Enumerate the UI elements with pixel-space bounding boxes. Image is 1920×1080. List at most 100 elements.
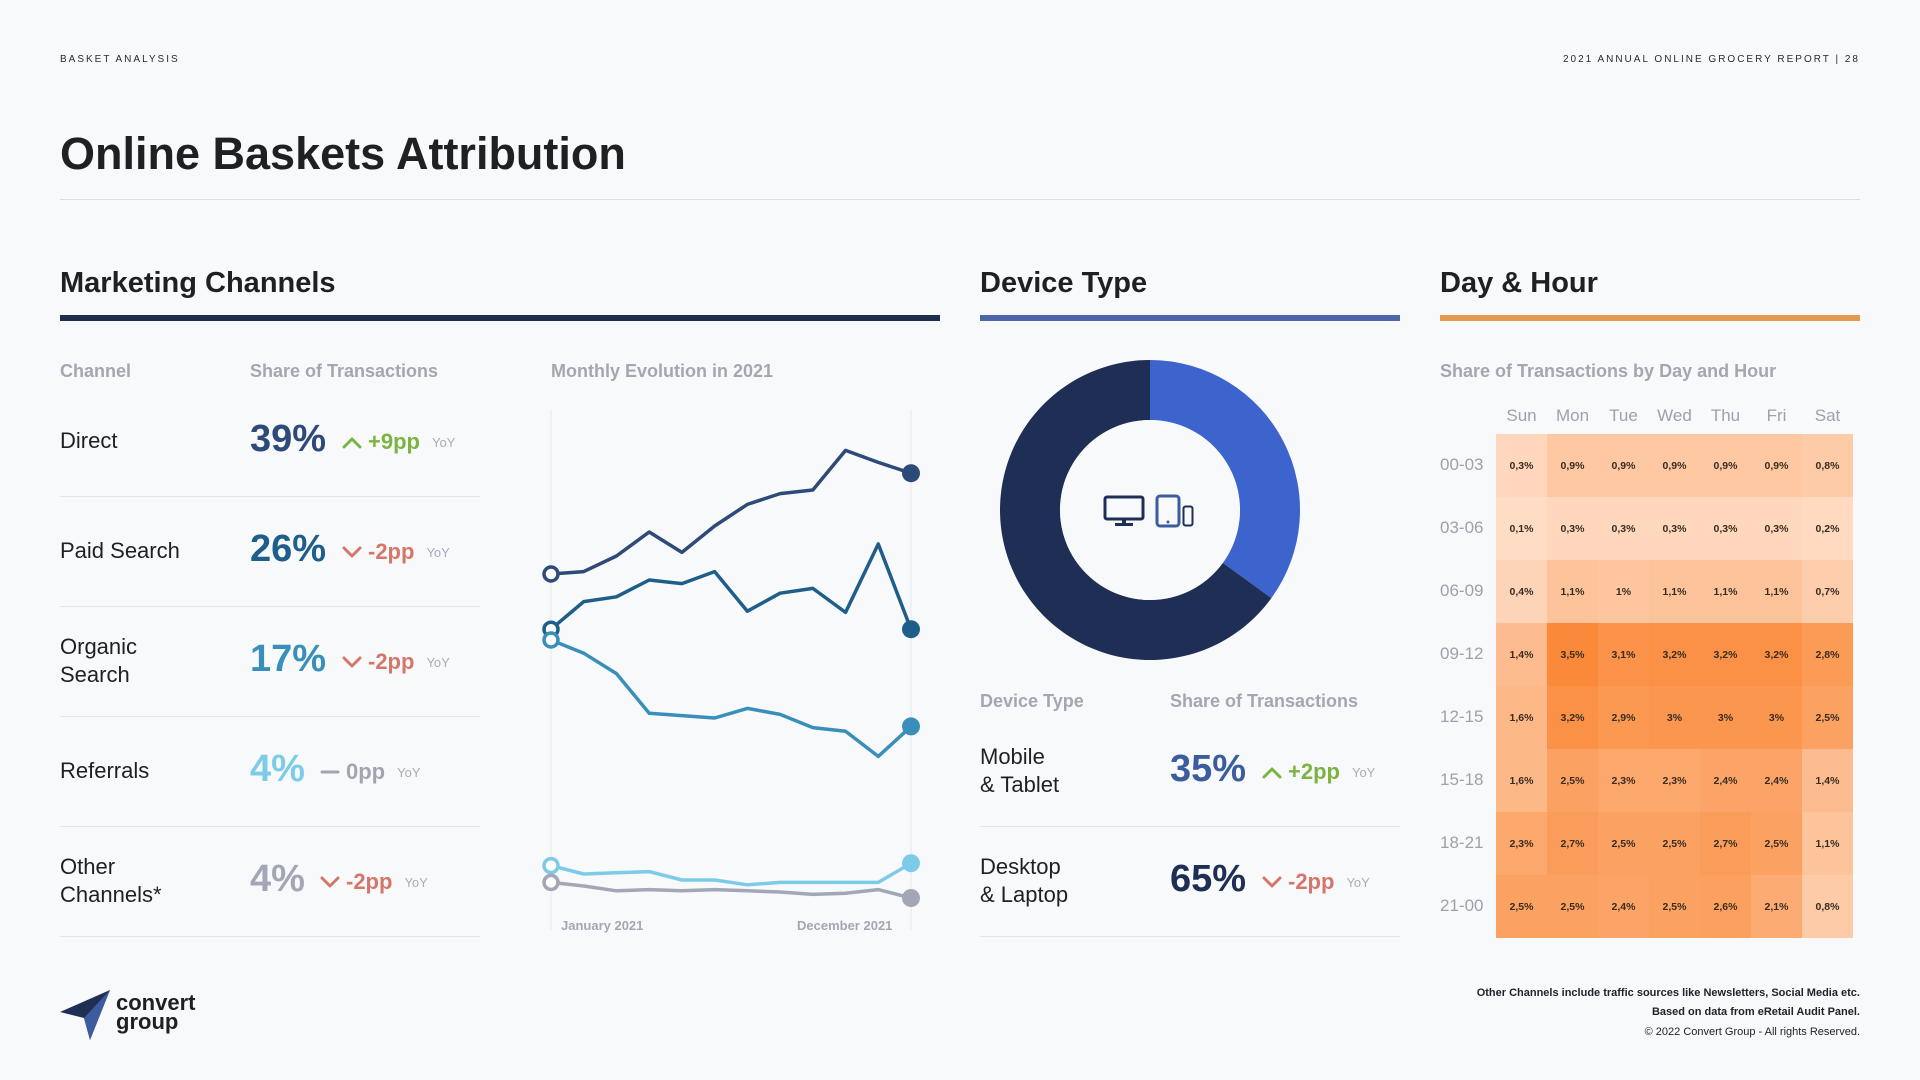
device-delta: +2pp YoY: [1262, 759, 1375, 785]
heatmap-cell: 1,1%: [1751, 560, 1802, 623]
device-label-line-2: & Laptop: [980, 882, 1069, 907]
channel-label: Direct: [60, 427, 117, 455]
channel-delta-value: -2pp: [368, 539, 415, 564]
device-share-column-header: Share of Transactions: [1170, 691, 1359, 711]
heatmap-cell: 2,3%: [1496, 812, 1547, 875]
tablet-icon: [1155, 494, 1181, 533]
heatmap-hour-label: 06-09: [1440, 581, 1484, 600]
heatmap-cell: 2,5%: [1598, 812, 1649, 875]
device-donut-chart: [1000, 360, 1300, 660]
marketing-section-bar: [60, 315, 940, 321]
copyright: © 2022 Convert Group - All rights Reserv…: [1644, 1026, 1860, 1038]
heatmap-cell: 0,3%: [1496, 434, 1547, 497]
heatmap-cell: 0,9%: [1700, 434, 1751, 497]
footnote-other-channels: Other Channels include traffic sources l…: [1476, 987, 1860, 999]
heatmap-cell: 0,3%: [1700, 497, 1751, 560]
channel-column-header: Channel: [60, 361, 132, 381]
heatmap-day-header: Fri: [1766, 406, 1787, 425]
heatmap-cell: 2,5%: [1547, 749, 1598, 812]
heatmap-cell: 2,3%: [1649, 749, 1700, 812]
device-section-title: Device Type: [980, 267, 1148, 299]
series-start-point-2: [542, 631, 560, 649]
heatmap-cell: 2,1%: [1751, 875, 1802, 938]
heatmap-hour-label: 00-03: [1440, 455, 1484, 474]
row-divider: [60, 606, 480, 607]
heatmap-cell: 0,8%: [1802, 875, 1853, 938]
heatmap-cell: 0,3%: [1598, 497, 1649, 560]
heatmap-cell: 2,4%: [1598, 875, 1649, 938]
row-divider: [980, 936, 1400, 937]
yoy-label: YoY: [397, 764, 421, 780]
heatmap-cell: 2,5%: [1649, 875, 1700, 938]
channel-label: Paid Search: [60, 537, 180, 565]
heatmap-cell: 2,8%: [1802, 623, 1853, 686]
heatmap-day-header: Sat: [1814, 406, 1841, 425]
series-line-2: [550, 638, 913, 759]
yoy-label: YoY: [431, 434, 456, 450]
heatmap-cell: 2,7%: [1700, 812, 1751, 875]
heatmap-cell: 3,2%: [1751, 623, 1802, 686]
dayhour-section-title: Day & Hour: [1440, 267, 1598, 299]
yoy-label: YoY: [1351, 764, 1376, 780]
heatmap-day-header: Thu: [1710, 406, 1741, 425]
channel-share-value: 26%: [250, 528, 327, 570]
heatmap-cell: 0,3%: [1547, 497, 1598, 560]
device-delta-value: +2pp: [1288, 759, 1340, 784]
heatmap-cell: 2,5%: [1802, 686, 1853, 749]
heatmap-cell: 2,5%: [1496, 875, 1547, 938]
series-start-point-0: [542, 565, 560, 583]
share-column-header: Share of Transactions: [250, 361, 439, 381]
yoy-label: YoY: [404, 874, 428, 890]
heatmap-cell: 3,2%: [1547, 686, 1598, 749]
device-label: Desktop & Laptop: [980, 853, 1068, 909]
desktop-icon: [1103, 495, 1145, 532]
channel-share-value: 39%: [250, 418, 327, 460]
channel-share-value: 4%: [250, 748, 305, 790]
heatmap-hour-label: 21-00: [1440, 896, 1484, 915]
heatmap-cell: 0,3%: [1751, 497, 1802, 560]
series-line-3: [550, 861, 912, 887]
row-divider: [60, 936, 480, 937]
heatmap-day-header: Tue: [1609, 406, 1638, 425]
series-end-point-1: [902, 620, 920, 639]
heatmap-day-header: Mon: [1555, 406, 1590, 425]
dayhour-section-bar: [1440, 315, 1860, 321]
heatmap-cell: 2,5%: [1751, 812, 1802, 875]
heatmap-cell: 2,5%: [1547, 875, 1598, 938]
yoy-label: YoY: [1346, 874, 1370, 890]
channel-delta-value: 0pp: [346, 759, 386, 784]
channel-label-line-1: Referrals: [60, 758, 150, 783]
device-share-value: 65%: [1170, 858, 1247, 900]
heatmap-cell: 0,9%: [1649, 434, 1700, 497]
heatmap-cell: 0,9%: [1751, 434, 1802, 497]
evolution-column-header: Monthly Evolution in 2021: [551, 361, 774, 381]
channel-delta-value: -2pp: [368, 649, 415, 674]
row-divider: [60, 826, 480, 827]
logo-line-2: group: [116, 1009, 179, 1034]
device-section-bar: [980, 315, 1400, 321]
trend-down-icon: [342, 655, 362, 669]
trend-down-icon: [1262, 875, 1282, 889]
heatmap-cell: 3,2%: [1649, 623, 1700, 686]
heatmap-cell: 1,1%: [1802, 812, 1853, 875]
donut-hole: [1060, 420, 1240, 600]
heatmap-cell: 1,4%: [1802, 749, 1853, 812]
series-end-point-4: [902, 889, 920, 907]
heatmap-cell: 0,8%: [1802, 434, 1853, 497]
channel-delta: -2pp YoY: [342, 539, 450, 565]
trend-down-icon: [320, 875, 340, 889]
logo-wordmark: convert group: [116, 992, 195, 1034]
heatmap-hour-label: 18-21: [1440, 833, 1484, 852]
device-label-line-2: & Tablet: [980, 772, 1060, 797]
series-line-1: [549, 542, 913, 631]
channel-label-line-1: Direct: [60, 428, 118, 453]
channel-label-line-2: Search: [60, 662, 130, 687]
heatmap-cell: 2,3%: [1598, 749, 1649, 812]
heatmap-hour-label: 09-12: [1440, 644, 1484, 663]
heatmap-cell: 3%: [1751, 686, 1802, 749]
heatmap-hour-label: 12-15: [1440, 707, 1484, 726]
heatmap-cell: 3%: [1649, 686, 1700, 749]
trend-flat-icon: [320, 765, 340, 779]
row-divider: [60, 716, 480, 717]
marketing-section-title: Marketing Channels: [60, 267, 336, 299]
